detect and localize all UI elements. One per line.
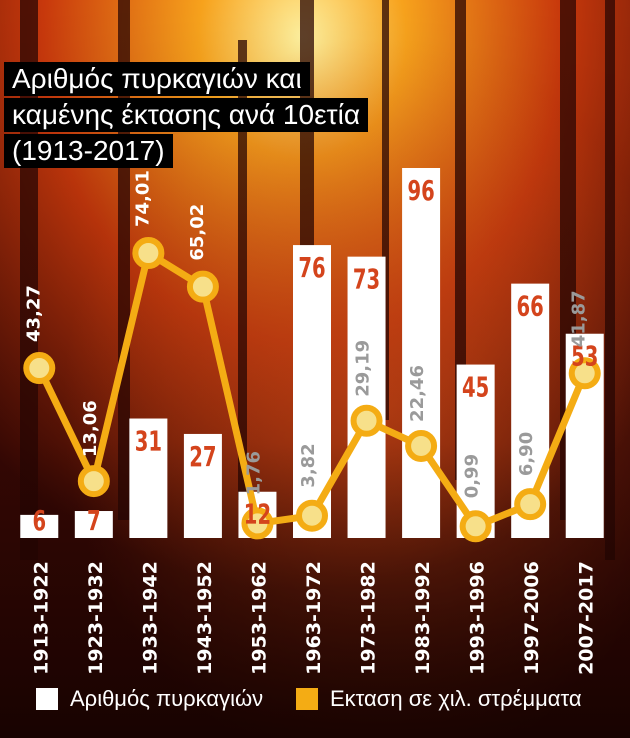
line-point-1993-1996 <box>459 510 492 543</box>
line-value-label: 1,76 <box>243 451 264 495</box>
line-point-1943-1952 <box>186 270 219 303</box>
line-value-label: 74,01 <box>132 170 153 227</box>
bar-1983-1992 <box>402 168 441 538</box>
bar-1933-1942 <box>129 418 168 538</box>
bar-1913-1922 <box>20 514 59 538</box>
bar-value-label: 96 <box>407 175 434 207</box>
line-point-1963-1972 <box>296 499 328 532</box>
legend-item-line: Εκταση σε χιλ. στρέμματα <box>296 686 582 712</box>
category-label: 2007-2017 <box>576 561 598 675</box>
line-point-1997-2006 <box>514 488 547 521</box>
bar-value-label: 76 <box>298 252 325 284</box>
bar-value-label: 6 <box>32 505 46 537</box>
category-label: 1993-1996 <box>467 561 489 675</box>
bar-1943-1952 <box>183 433 222 538</box>
chart-legend: Αριθμός πυρκαγιών Εκταση σε χιλ. στρέμμα… <box>0 680 630 720</box>
title-line-3: (1913-2017) <box>4 134 173 168</box>
bar-1973-1982 <box>347 256 386 538</box>
line-value-label: 29,19 <box>353 340 374 397</box>
category-label: 1923-1932 <box>85 561 107 675</box>
bar-value-label: 12 <box>244 498 271 530</box>
line-point-2007-2017 <box>568 357 601 390</box>
line-value-label: 65,02 <box>187 204 208 261</box>
category-label: 1983-1992 <box>412 561 434 675</box>
legend-label-line: Εκταση σε χιλ. στρέμματα <box>330 686 582 711</box>
line-point-1973-1982 <box>350 404 383 437</box>
legend-label-bars: Αριθμός πυρκαγιών <box>70 686 264 711</box>
chart-title: Αριθμός πυρκαγιών και καμένης έκτασης αν… <box>4 62 369 170</box>
legend-swatch-bars <box>36 688 58 710</box>
bar-value-label: 66 <box>517 290 544 322</box>
bar-value-label: 7 <box>87 505 101 537</box>
category-label: 1933-1942 <box>139 561 161 675</box>
legend-swatch-line <box>296 688 318 710</box>
bar-value-label: 45 <box>462 371 489 403</box>
line-value-label: 6,90 <box>516 432 537 476</box>
line-value-label: 0,99 <box>462 454 483 498</box>
category-label: 1997-2006 <box>521 561 543 675</box>
bar-1923-1932 <box>74 511 113 538</box>
category-label: 1943-1952 <box>194 561 216 675</box>
bar-value-label: 53 <box>571 340 598 372</box>
line-value-label: 22,46 <box>407 365 428 422</box>
line-point-1913-1922 <box>23 352 56 385</box>
category-label: 1963-1972 <box>303 561 325 675</box>
line-point-1923-1932 <box>77 465 110 498</box>
category-label: 1953-1962 <box>248 561 270 675</box>
bar-value-label: 31 <box>135 425 162 457</box>
title-line-2: καμένης έκτασης ανά 10ετία <box>4 98 369 132</box>
title-line-1: Αριθμός πυρκαγιών και <box>4 62 310 96</box>
bar-value-label: 73 <box>353 263 380 295</box>
category-label: 1973-1982 <box>358 561 380 675</box>
line-value-label: 3,82 <box>298 443 319 487</box>
line-point-1933-1942 <box>132 237 165 269</box>
line-value-label: 43,27 <box>23 285 44 342</box>
category-label: 1913-1922 <box>30 561 52 675</box>
bar-value-label: 27 <box>189 440 216 472</box>
line-point-1983-1992 <box>405 429 438 462</box>
legend-item-bars: Αριθμός πυρκαγιών <box>36 686 263 712</box>
line-value-label: 41,87 <box>569 290 590 347</box>
line-point-1953-1962 <box>241 507 274 540</box>
line-value-label: 13,06 <box>80 400 101 457</box>
